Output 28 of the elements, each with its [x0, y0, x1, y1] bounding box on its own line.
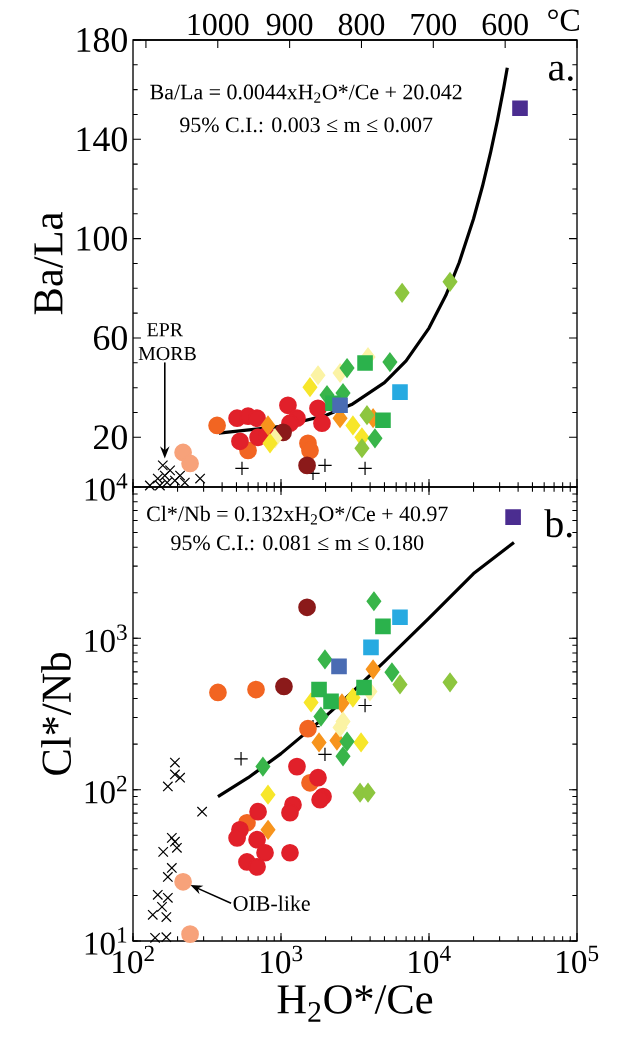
- annotation: OIB-like: [233, 895, 310, 911]
- x-axis-title: H$_{2}$O*/Ce: [277, 985, 433, 1022]
- y-axis-title: Cl*/Nb: [41, 653, 72, 775]
- x-tick-label: 10$^{4}$: [409, 945, 451, 974]
- annotation: 95% C.I.: 0.003 ≤ m ≤ 0.007: [180, 117, 433, 133]
- annotation: Cl*/Nb = 0.132xH$_{2}$O*/Ce + 40.97: [147, 505, 448, 525]
- y-tick-label: 20: [94, 425, 127, 450]
- y-tick-label: 180: [77, 27, 127, 53]
- x2-tick-label: 1000: [188, 13, 249, 36]
- annotation: 95% C.I.: 0.081 ≤ m ≤ 0.180: [171, 535, 424, 551]
- x2-tick-label: 700: [411, 13, 457, 36]
- annotation: EPR MORB: [138, 323, 196, 361]
- y-tick-label: 10$^{2}$: [85, 775, 127, 804]
- x2-tick-label: 900: [266, 13, 313, 36]
- x-tick-label: 10$^{5}$: [557, 945, 599, 974]
- y-tick-label: 10$^{3}$: [85, 624, 127, 653]
- x2-tick-label: 800: [338, 13, 385, 36]
- y-tick-label: 140: [77, 127, 127, 152]
- y-axis-title: Ba/La: [34, 212, 63, 315]
- y-tick-label: 100: [77, 226, 127, 251]
- y-tick-label: 60: [93, 325, 127, 351]
- y-tick-label: 10$^{4}$: [85, 473, 128, 501]
- annotation: a.: [549, 61, 573, 81]
- x-tick-label: 10$^{3}$: [261, 945, 303, 974]
- annotation: Ba/La = 0.0044xH$_{2}$O*/Ce + 20.042: [150, 84, 462, 103]
- x2-tick-label: 600: [482, 13, 528, 36]
- x2-axis-title: °C: [548, 9, 579, 31]
- annotation: b.: [544, 509, 572, 538]
